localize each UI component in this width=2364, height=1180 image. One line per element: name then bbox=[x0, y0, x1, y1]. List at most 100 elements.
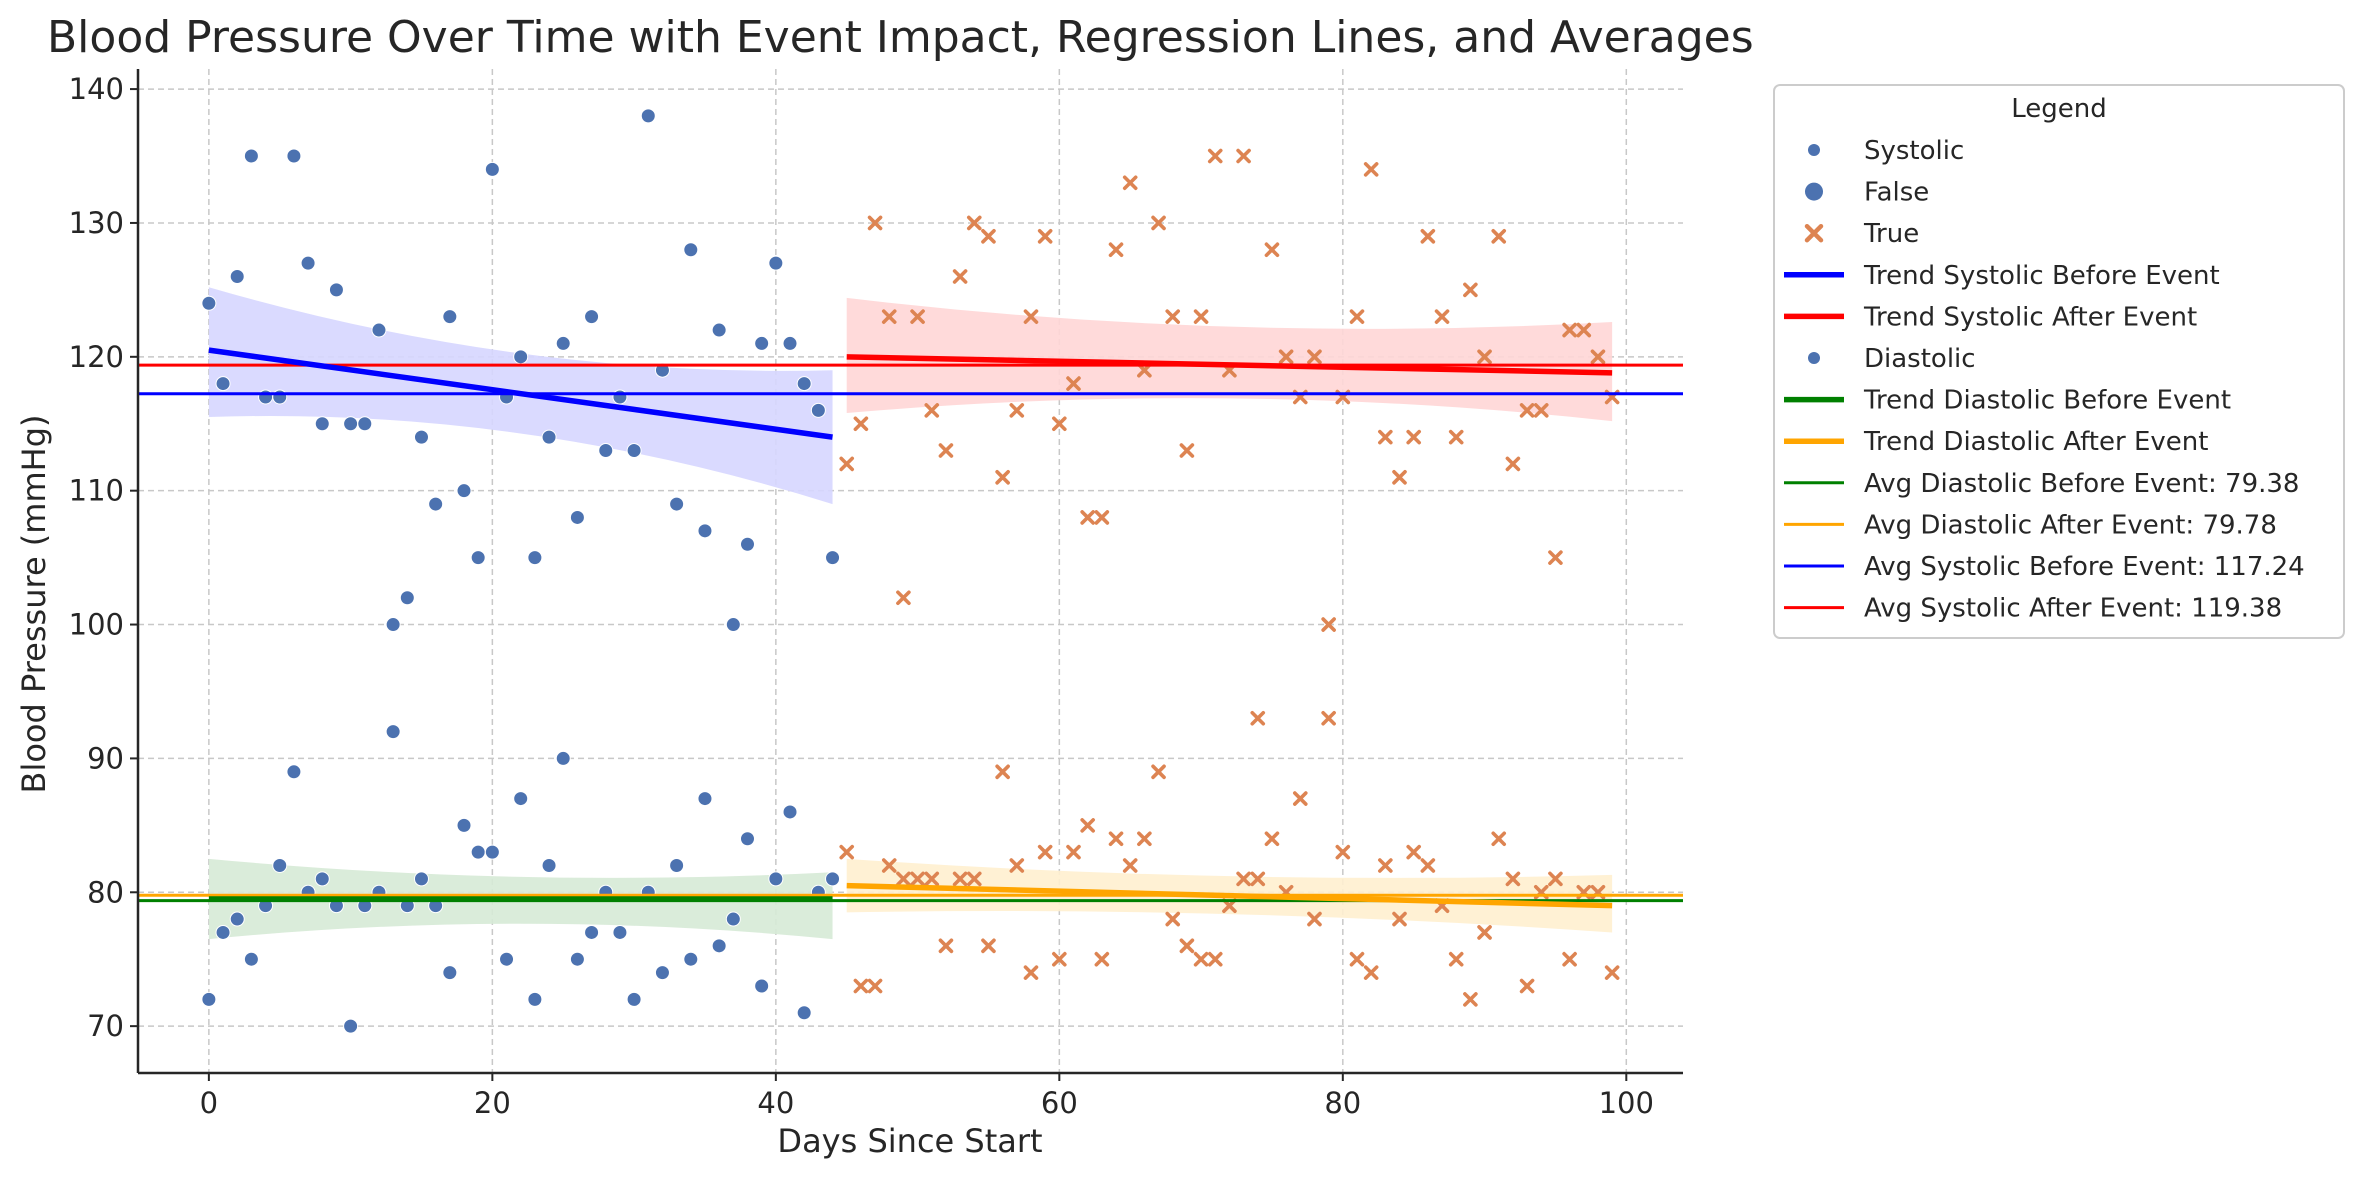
data-point-before-event bbox=[399, 590, 415, 606]
data-point-after-event bbox=[1066, 844, 1081, 860]
data-point-after-event bbox=[1420, 229, 1436, 244]
data-point-after-event bbox=[1179, 443, 1195, 458]
data-point-after-event bbox=[1236, 871, 1251, 887]
data-point-after-event bbox=[995, 469, 1010, 485]
data-point-after-event bbox=[1448, 951, 1464, 967]
data-point-before-event bbox=[456, 817, 472, 833]
data-point-before-event bbox=[654, 965, 670, 981]
data-point-after-event bbox=[1562, 951, 1577, 967]
data-point-before-event bbox=[243, 951, 259, 967]
data-point-after-event bbox=[1165, 911, 1181, 927]
x-axis-label: Days Since Start bbox=[777, 1122, 1042, 1160]
data-point-before-event bbox=[385, 617, 401, 633]
data-point-after-event bbox=[995, 764, 1010, 780]
data-point-before-event bbox=[555, 335, 571, 351]
plot-area: 0 20 40 60 80 100 70 80 90 100 110 120 130 140 bbox=[69, 69, 1683, 1120]
data-point-before-event bbox=[782, 335, 798, 351]
data-point-after-event bbox=[1278, 349, 1294, 365]
legend-label: Systolic bbox=[1864, 136, 1964, 166]
data-point-after-event bbox=[1349, 951, 1365, 967]
data-point-after-event bbox=[896, 871, 911, 887]
data-point-after-event bbox=[1378, 858, 1393, 873]
data-point-after-event bbox=[1165, 309, 1181, 324]
data-point-before-event bbox=[584, 309, 600, 325]
data-point-after-event bbox=[1023, 965, 1039, 980]
data-point-after-event bbox=[1406, 429, 1421, 445]
data-point-after-event bbox=[1363, 965, 1379, 980]
data-point-after-event bbox=[1505, 871, 1521, 887]
x-tick-label: 60 bbox=[1041, 1086, 1078, 1120]
data-point-before-event bbox=[243, 148, 259, 164]
data-point-before-event bbox=[825, 871, 841, 887]
x-tick-label: 0 bbox=[200, 1086, 218, 1120]
data-point-after-event bbox=[1108, 242, 1124, 258]
data-point-after-event bbox=[924, 403, 940, 418]
data-point-after-event bbox=[867, 978, 883, 994]
data-point-before-event bbox=[796, 1005, 812, 1021]
data-point-before-event bbox=[612, 389, 628, 405]
data-point-before-event bbox=[640, 108, 656, 124]
data-point-after-event bbox=[1264, 831, 1280, 847]
data-point-after-event bbox=[1477, 925, 1492, 940]
data-point-after-event bbox=[1250, 871, 1266, 887]
y-tick-label: 120 bbox=[69, 340, 124, 374]
data-point-after-event bbox=[1009, 858, 1025, 873]
data-point-after-event bbox=[1491, 229, 1507, 244]
data-point-after-event bbox=[1604, 965, 1620, 980]
data-point-after-event bbox=[1562, 322, 1577, 338]
data-point-before-event bbox=[725, 617, 741, 633]
trend-line bbox=[846, 882, 1613, 909]
data-point-after-event bbox=[1080, 818, 1095, 833]
legend-label: Trend Systolic Before Event bbox=[1863, 261, 2220, 291]
data-point-before-event bbox=[229, 268, 245, 284]
y-tick-label: 90 bbox=[87, 741, 124, 775]
data-point-before-event bbox=[754, 335, 770, 351]
data-point-before-event bbox=[470, 844, 486, 860]
chart-title: Blood Pressure Over Time with Event Impa… bbox=[47, 12, 1754, 63]
data-point-after-event bbox=[1590, 349, 1606, 365]
data-point-after-event bbox=[910, 309, 925, 324]
data-point-after-event bbox=[1519, 978, 1535, 994]
data-point-before-event bbox=[527, 991, 543, 1007]
y-tick-label: 140 bbox=[69, 72, 124, 106]
data-point-after-event bbox=[1193, 309, 1209, 324]
data-point-before-event bbox=[428, 496, 444, 512]
data-point-before-event bbox=[782, 804, 798, 820]
data-point-after-event bbox=[1349, 309, 1365, 324]
data-point-before-event bbox=[683, 242, 699, 258]
data-point-after-event bbox=[1533, 403, 1549, 418]
data-point-before-event bbox=[768, 871, 784, 887]
data-point-before-event bbox=[300, 255, 316, 271]
data-point-before-event bbox=[286, 764, 302, 780]
data-point-before-event bbox=[711, 322, 727, 338]
data-point-before-event bbox=[314, 416, 330, 432]
data-point-after-event bbox=[1307, 911, 1322, 927]
data-point-after-event bbox=[1392, 911, 1407, 927]
data-point-before-event bbox=[796, 376, 812, 392]
data-point-after-event bbox=[1363, 162, 1379, 177]
x-tick-label: 40 bbox=[757, 1086, 794, 1120]
data-point-before-event bbox=[739, 831, 755, 847]
data-point-before-event bbox=[669, 858, 685, 874]
data-point-after-event bbox=[1137, 831, 1152, 847]
y-tick-label: 130 bbox=[69, 206, 124, 240]
data-point-before-event bbox=[413, 871, 429, 887]
data-point-before-event bbox=[612, 924, 628, 940]
data-point-after-event bbox=[1151, 215, 1166, 231]
legend-label: Trend Diastolic Before Event bbox=[1863, 386, 2231, 416]
data-point-before-event bbox=[654, 362, 670, 378]
data-point-after-event bbox=[938, 938, 954, 954]
data-point-after-event bbox=[1434, 309, 1450, 324]
data-point-after-event bbox=[1519, 403, 1535, 418]
data-point-after-event bbox=[981, 229, 996, 244]
legend-label: True bbox=[1863, 219, 1919, 249]
legend-label: Avg Diastolic After Event: 79.78 bbox=[1864, 510, 2277, 540]
data-point-before-event bbox=[484, 161, 500, 177]
data-point-after-event bbox=[1463, 282, 1478, 298]
data-point-after-event bbox=[1023, 309, 1039, 324]
data-point-after-event bbox=[1122, 175, 1138, 191]
data-point-before-event bbox=[371, 322, 387, 338]
data-point-before-event bbox=[810, 402, 826, 418]
data-point-before-event bbox=[513, 349, 529, 365]
